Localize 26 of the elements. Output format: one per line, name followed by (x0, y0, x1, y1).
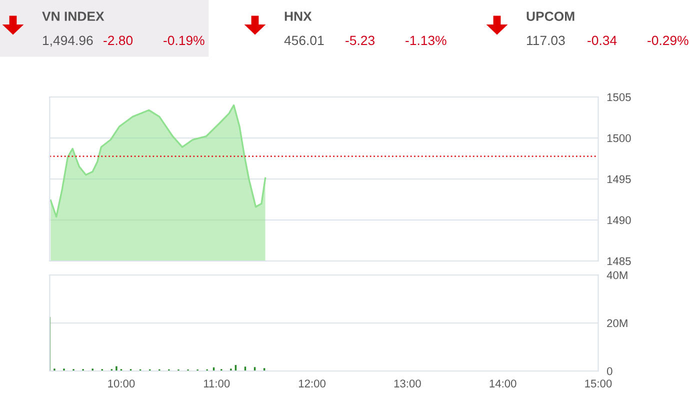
y-tick-label: 1490 (607, 216, 631, 224)
text: -2.80 (104, 36, 133, 46)
text: -1.13% (406, 36, 446, 46)
x-tick-label: 13:00 (394, 380, 421, 388)
y-tick-label: 1495 (607, 175, 631, 184)
text: 456.01 (284, 36, 324, 46)
text: -5.23 (346, 36, 374, 46)
x-tick-label: 15:00 (585, 380, 612, 388)
text: VN INDEX (42, 12, 104, 21)
text: 1,494.96 (43, 36, 93, 47)
y-tick-label: 40M (606, 271, 628, 280)
x-tick-label: 14:00 (490, 380, 516, 388)
text: -0.29% (648, 36, 688, 46)
text: HNX (284, 12, 312, 21)
x-tick-label: 11:00 (204, 380, 230, 388)
y-tick-label: 0 (606, 367, 612, 376)
x-tick-label: 10:00 (108, 380, 135, 388)
x-tick-label: 12:00 (298, 380, 326, 388)
text: -0.34 (588, 36, 617, 46)
text: -0.19% (164, 36, 204, 46)
y-tick-label: 1485 (607, 257, 631, 266)
text: UPCOM (526, 12, 574, 21)
y-tick-label: 1505 (607, 93, 631, 102)
y-tick-label: 20M (607, 319, 628, 328)
text: 117.03 (527, 36, 565, 46)
y-tick-label: 1500 (607, 134, 631, 142)
